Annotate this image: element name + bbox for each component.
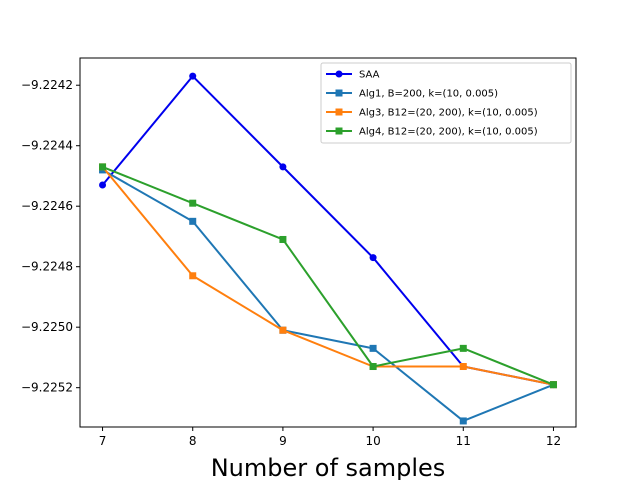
data-point	[459, 363, 467, 371]
series-line	[102, 165, 554, 386]
data-point	[189, 72, 197, 80]
legend-label: SAA	[359, 70, 380, 81]
data-point	[189, 272, 197, 280]
series-2	[99, 166, 557, 425]
data-point	[279, 235, 287, 243]
data-point	[459, 417, 467, 425]
x-tick-label: 11	[456, 434, 471, 448]
plot-layer	[99, 72, 557, 425]
x-tick-label: 10	[365, 434, 380, 448]
data-point	[549, 381, 557, 389]
plot-frame	[79, 57, 577, 428]
y-tick-label: −9.2250	[21, 320, 73, 334]
y-tick-label: −9.2248	[21, 260, 73, 274]
y-tick-label: −9.2246	[21, 199, 73, 213]
data-point	[369, 254, 377, 262]
x-tick-label: 12	[546, 434, 561, 448]
data-point	[279, 163, 287, 171]
series-4	[99, 163, 557, 389]
y-tick-label: −9.2244	[21, 139, 73, 153]
data-point	[459, 344, 467, 352]
legend-box	[320, 62, 572, 144]
x-axis: 7 8 9 10 11 12	[99, 427, 561, 448]
data-point	[189, 217, 197, 225]
series-line	[102, 169, 554, 422]
data-point	[369, 363, 377, 371]
x-tick-label: 9	[279, 434, 287, 448]
y-tick-label: −9.2242	[21, 78, 73, 92]
y-tick-label: −9.2252	[21, 381, 73, 395]
data-point	[279, 326, 287, 334]
data-point	[99, 163, 107, 171]
legend-label: Alg1, B=200, k=(10, 0.005)	[359, 89, 498, 100]
legend-swatch-marker	[335, 108, 343, 116]
x-tick-label: 8	[189, 434, 197, 448]
data-point	[189, 199, 197, 207]
x-tick-label: 7	[99, 434, 107, 448]
data-point	[99, 181, 107, 189]
x-axis-label: Number of samples	[211, 454, 446, 480]
legend-swatch-marker	[335, 127, 343, 135]
legend: SAA Alg1, B=200, k=(10, 0.005) Alg3, B12=(…	[320, 62, 572, 144]
legend-label: Alg4, B12=(20, 200), k=(10, 0.005)	[359, 127, 538, 138]
y-axis: −9.2242 −9.2244 −9.2246 −9.2248 −9.2250 −9.22…	[21, 78, 80, 395]
legend-label: Alg3, B12=(20, 200), k=(10, 0.005)	[359, 108, 538, 119]
legend-swatch-marker	[335, 70, 343, 78]
legend-swatch-marker	[335, 89, 343, 97]
series-line	[101, 166, 554, 386]
series-3	[99, 163, 557, 389]
data-point	[369, 344, 377, 352]
